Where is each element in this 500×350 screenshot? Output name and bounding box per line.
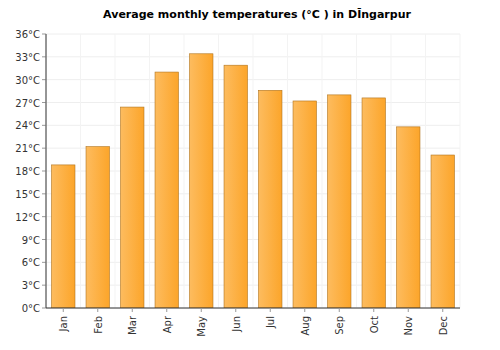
x-tick bbox=[408, 308, 409, 312]
y-tick-label: 0°C bbox=[22, 303, 40, 314]
y-tick bbox=[42, 171, 46, 172]
y-tick-label: 30°C bbox=[15, 75, 40, 86]
y-tick bbox=[42, 216, 46, 217]
bar bbox=[362, 98, 385, 308]
bar bbox=[431, 155, 454, 308]
y-tick-label: 9°C bbox=[22, 235, 40, 246]
x-tick bbox=[63, 308, 64, 312]
grid-line-vertical bbox=[287, 34, 288, 308]
y-tick-label: 6°C bbox=[22, 257, 40, 268]
bar bbox=[293, 101, 316, 308]
x-tick-label: Dec bbox=[438, 316, 449, 335]
grid-line-vertical bbox=[149, 34, 150, 308]
x-tick-label: Jul bbox=[265, 316, 276, 329]
grid-line-vertical bbox=[184, 34, 185, 308]
x-tick-label: Aug bbox=[300, 316, 311, 336]
grid-line-vertical bbox=[322, 34, 323, 308]
y-tick bbox=[42, 262, 46, 263]
y-tick-label: 36°C bbox=[15, 29, 40, 40]
x-tick bbox=[201, 308, 202, 312]
y-tick bbox=[42, 308, 46, 309]
bars bbox=[52, 54, 455, 308]
y-tick-label: 24°C bbox=[15, 120, 40, 131]
y-tick bbox=[42, 125, 46, 126]
x-tick bbox=[339, 308, 340, 312]
x-tick bbox=[304, 308, 305, 312]
y-tick-label: 27°C bbox=[15, 98, 40, 109]
x-tick-label: Jun bbox=[231, 316, 242, 333]
bar bbox=[155, 72, 178, 308]
y-tick-label: 15°C bbox=[15, 189, 40, 200]
y-axis-line bbox=[46, 34, 47, 308]
chart-title: Average monthly temperatures (°C ) in DĪ… bbox=[103, 8, 411, 21]
y-tick bbox=[42, 239, 46, 240]
x-tick bbox=[373, 308, 374, 312]
bar bbox=[224, 65, 247, 308]
grid-line bbox=[46, 308, 460, 309]
y-tick bbox=[42, 148, 46, 149]
x-tick bbox=[235, 308, 236, 312]
grid-line-vertical bbox=[356, 34, 357, 308]
x-axis-line bbox=[46, 308, 460, 309]
grid-line-vertical bbox=[460, 34, 461, 308]
bar bbox=[397, 127, 420, 308]
x-tick bbox=[442, 308, 443, 312]
x-tick bbox=[132, 308, 133, 312]
x-tick-label: Apr bbox=[162, 315, 173, 333]
y-tick bbox=[42, 56, 46, 57]
x-tick-label: Sep bbox=[334, 316, 345, 335]
bar bbox=[190, 54, 213, 308]
chart-svg: Average monthly temperatures (°C ) in DĪ… bbox=[0, 0, 500, 350]
bar bbox=[328, 95, 351, 308]
bar bbox=[86, 147, 109, 308]
bar bbox=[52, 165, 75, 308]
bar bbox=[121, 107, 144, 308]
y-tick bbox=[42, 102, 46, 103]
x-tick-label: Mar bbox=[127, 315, 138, 335]
x-tick-label: Jan bbox=[58, 316, 69, 332]
y-tick-label: 3°C bbox=[22, 280, 40, 291]
grid-line-vertical bbox=[253, 34, 254, 308]
chart-container: Average monthly temperatures (°C ) in DĪ… bbox=[0, 0, 500, 350]
x-tick-label: Nov bbox=[403, 316, 414, 336]
y-tick bbox=[42, 79, 46, 80]
x-tick-label: May bbox=[196, 316, 207, 337]
y-tick bbox=[42, 193, 46, 194]
x-tick-label: Feb bbox=[93, 316, 104, 334]
y-tick-label: 12°C bbox=[15, 212, 40, 223]
x-tick-label: Oct bbox=[369, 316, 380, 333]
y-tick-label: 18°C bbox=[15, 166, 40, 177]
bar bbox=[259, 90, 282, 308]
y-tick-label: 21°C bbox=[15, 143, 40, 154]
grid-line-vertical bbox=[425, 34, 426, 308]
grid-line-vertical bbox=[80, 34, 81, 308]
grid-line-vertical bbox=[218, 34, 219, 308]
x-tick bbox=[97, 308, 98, 312]
x-tick bbox=[166, 308, 167, 312]
y-tick-label: 33°C bbox=[15, 52, 40, 63]
grid-line-vertical bbox=[115, 34, 116, 308]
y-tick bbox=[42, 285, 46, 286]
x-tick bbox=[270, 308, 271, 312]
y-tick bbox=[42, 34, 46, 35]
grid-line-vertical bbox=[46, 34, 47, 308]
grid-line-vertical bbox=[391, 34, 392, 308]
